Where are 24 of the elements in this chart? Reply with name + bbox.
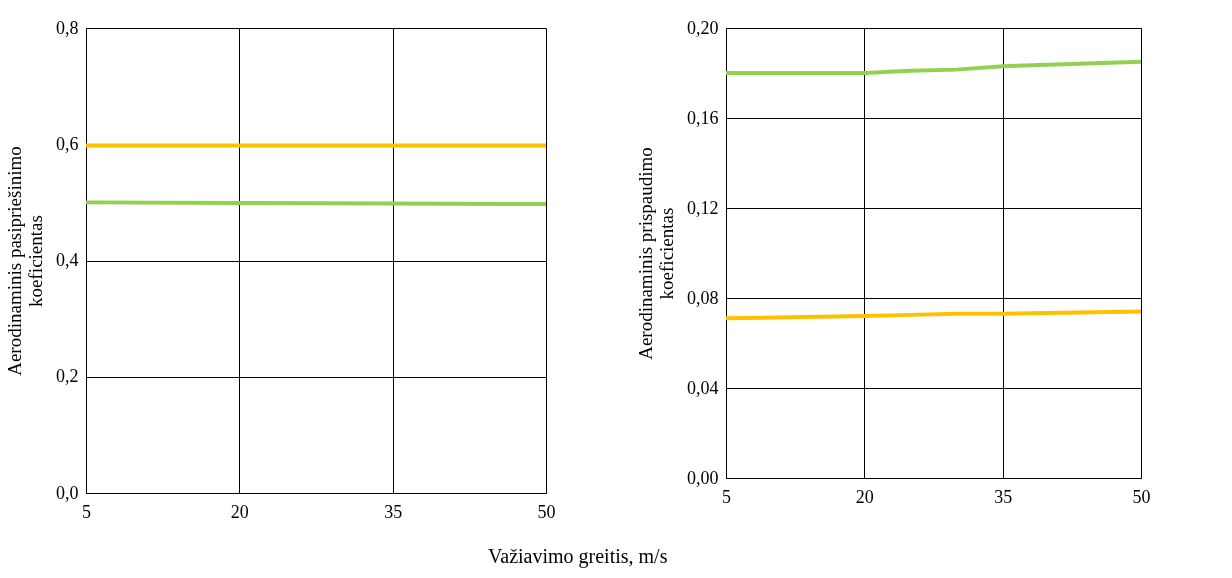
x-tick-label: 50	[537, 501, 556, 522]
y-tick-label: 0,6	[56, 133, 79, 154]
y-tick-label: 0,00	[687, 467, 719, 488]
y-tick-label: 0,08	[687, 287, 719, 308]
x-tick-label: 35	[994, 486, 1013, 507]
y-tick-label: 0,12	[687, 197, 719, 218]
y-tick-label: 0,04	[687, 377, 719, 398]
x-tick-label: 5	[722, 486, 731, 507]
y-tick-label: 0,0	[56, 482, 79, 503]
x-tick-label: 35	[384, 501, 403, 522]
y-tick-label: 0,4	[56, 250, 79, 270]
y-axis-title: Aerodinaminis pasipriešinimo koeficientas	[4, 146, 46, 376]
line-series	[724, 309, 1143, 321]
x-tick-label: 20	[855, 486, 874, 507]
x-tick-label: 5	[82, 501, 91, 522]
x-axis-title: Važiavimo greitis, m/s	[488, 544, 668, 568]
y-tick-label: 0,16	[687, 107, 719, 128]
x-tick-label: 20	[230, 501, 249, 522]
line-series	[724, 59, 1143, 75]
x-tick-label: 50	[1132, 486, 1151, 507]
y-tick-label: 0,20	[687, 17, 719, 38]
y-axis-title: Aerodinaminis prispaudimo koeficientas	[635, 147, 677, 360]
y-tick-label: 0,8	[56, 17, 79, 38]
y-tick-label: 0,2	[56, 366, 79, 387]
